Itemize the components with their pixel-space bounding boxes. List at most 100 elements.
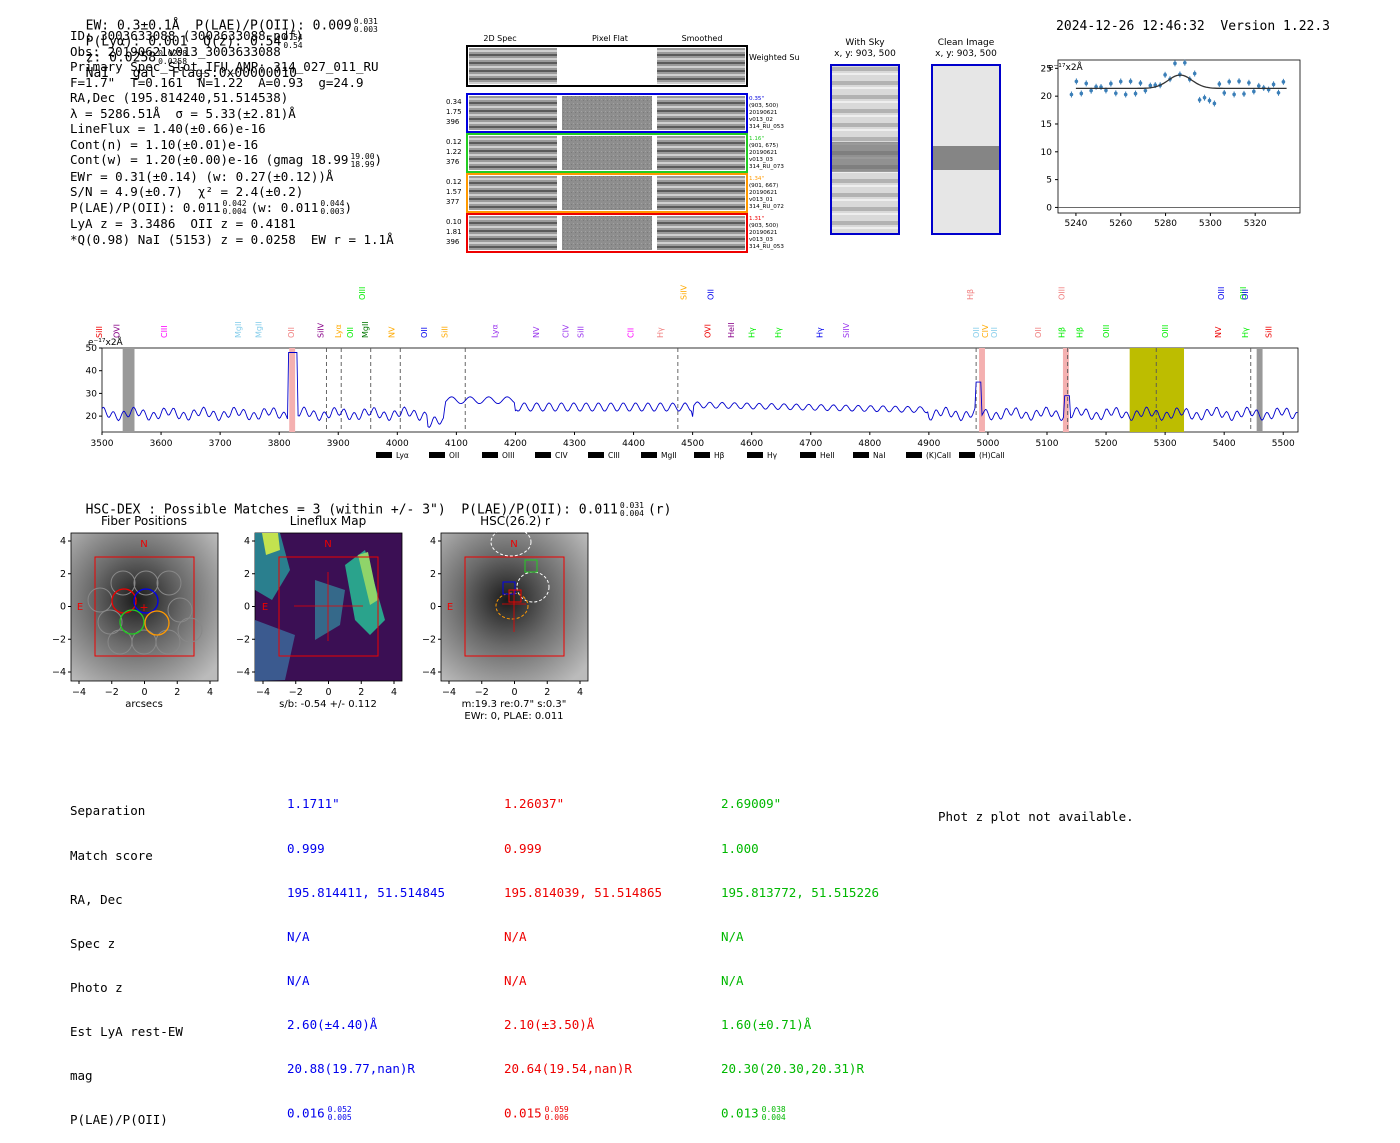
cutout-row-meta: v013_01 <box>749 197 773 203</box>
panel3-north: N <box>510 539 517 550</box>
spec-line-label: OII <box>346 327 355 338</box>
m3-plae-lo: 0.004 <box>761 1113 786 1123</box>
clean-image-coords: x, y: 903, 500 <box>935 49 997 59</box>
zoom-datapoint <box>1079 91 1084 96</box>
lineflux-aperture-box <box>278 556 379 657</box>
header-datetime-block: 2024-12-26 12:46:32 Version 1.22.3 <box>1040 4 1330 34</box>
imaging-panels: Fiber Positions Lineflux Map HSC(26.2) r… <box>52 514 589 722</box>
spec-xtick-label: 4700 <box>799 439 822 449</box>
cutout-row-stat: 396 <box>446 238 460 246</box>
panel-ytick-label: −2 <box>422 634 436 645</box>
zoom-datapoint <box>1148 83 1153 88</box>
info-contw: Cont(w) = 1.20(±0.00)e-16 (gmag 18.99 19.… <box>70 151 383 169</box>
panel1-title: Fiber Positions <box>101 514 187 528</box>
info-contw-text: Cont(w) = 1.20(±0.00)e-16 (gmag 18.99 <box>70 152 349 167</box>
spec-line-label: SiII <box>576 326 585 338</box>
spec-unit: e⁻¹⁷x2Å <box>88 336 124 348</box>
spec-line-label: CIV <box>562 324 571 338</box>
cutout-row-stat: 377 <box>446 198 459 206</box>
cutout-row-meta: (903, 500) <box>749 103 778 109</box>
panel-xtick-label: −4 <box>256 687 270 698</box>
cutout-flat <box>562 136 652 170</box>
spec-line-label: Hγ <box>748 327 757 338</box>
spec-xtick-label: 4200 <box>504 439 527 449</box>
clean-image-title: Clean Image x, y: 903, 500 <box>928 38 1004 60</box>
info-radec: RA,Dec (195.814240,51.514538) <box>70 90 289 105</box>
panel-ytick-label: 4 <box>244 536 250 547</box>
info-plae-text: P(LAE)/P(OII): 0.011 <box>70 199 221 215</box>
cutout-flat <box>562 216 652 250</box>
info-plae-hi: 0.042 <box>222 199 247 208</box>
hsc-r-image <box>440 532 589 682</box>
zoom-datapoint <box>1217 82 1222 86</box>
cutout-smooth <box>657 96 745 130</box>
cutout-row-meta: 314_RU_053 <box>749 244 784 250</box>
hsc-band: (r) <box>647 502 672 518</box>
panel-ytick-label: 0 <box>430 602 436 613</box>
zoom-ytick-label: 5 <box>1046 176 1052 186</box>
panel-xtick-label: −4 <box>442 687 456 698</box>
zoom-axes <box>1057 59 1301 214</box>
panel2-north: N <box>324 539 331 550</box>
spec-line-label: SiIV <box>842 322 851 338</box>
info-redshifts: LyA z = 3.3486 OII z = 0.4181 <box>70 216 296 231</box>
zoom-ytick-label: 20 <box>1041 92 1053 102</box>
hsc-match-green <box>524 559 538 573</box>
zoom-xtick-label: 5320 <box>1244 219 1267 229</box>
spec-legend-swatch <box>588 452 604 458</box>
spec-legend-label: MgII <box>661 451 677 460</box>
cutout-row-meta: (903, 500) <box>749 223 778 229</box>
cutout-row-meta: 20190621 <box>749 150 778 156</box>
zoom-datapoint <box>1242 92 1246 96</box>
spec-legend-label: CIV <box>555 451 568 460</box>
weighted-sum-label: Weighted Sum <box>749 53 800 62</box>
m3-score: 1.000 <box>721 840 759 856</box>
cutout-row-meta: 1.16" <box>749 136 764 142</box>
m3-mag: 20.30(20.30,20.31)R <box>721 1061 864 1077</box>
panel-xtick-label: 0 <box>325 687 331 698</box>
info-gmag-lo: 18.99 <box>350 159 375 169</box>
spec-line-label: OII <box>287 327 296 338</box>
clean-band <box>933 146 999 170</box>
clean-image-title-text: Clean Image <box>937 38 995 48</box>
spec-line-label-top: OIII <box>358 287 367 300</box>
m1-plae-lo: 0.005 <box>327 1113 352 1123</box>
spec-line-label: OII <box>972 327 981 338</box>
cutout-row-stat: 1.57 <box>446 188 462 196</box>
spec-legend-swatch <box>482 452 498 458</box>
row-label-photoz: Photo z <box>70 979 123 995</box>
row-label-separation: Separation <box>70 803 146 819</box>
panel1-east: E <box>77 602 83 613</box>
spec-legend-label: CIII <box>608 451 620 460</box>
spec-line-label: SiII <box>441 326 450 338</box>
spec-band-oiii <box>1062 348 1069 432</box>
cutout-row-meta: 314_RU_072 <box>749 204 784 210</box>
zoom-datapoint <box>1104 88 1108 93</box>
zoom-datapoint <box>1271 82 1276 87</box>
cutout-row-meta: (901, 667) <box>749 183 778 189</box>
spec-legend-label: Hβ <box>714 451 725 460</box>
cutout-2d <box>469 96 557 130</box>
header-plae-hi: 0.031 <box>353 17 378 26</box>
spec-mask-right <box>1256 348 1263 432</box>
detection-info: ID: 3003633088 (3003633088.pdf) Obs: 201… <box>70 28 394 247</box>
info-ewr: EWr = 0.31(±0.14) (w: 0.27(±0.12))Å <box>70 168 334 184</box>
panel-xtick-label: −4 <box>72 687 86 698</box>
m1-separation: 1.1711" <box>287 796 340 812</box>
cutout-row-meta: 1.31" <box>749 216 764 222</box>
spec-legend-label: NaI <box>873 451 885 460</box>
fiber-aperture-box <box>94 556 195 657</box>
match-table-labels: Separation Match score RA, Dec Spec z Ph… <box>70 775 183 1143</box>
lineflux-blob-6 <box>315 580 345 640</box>
zoom-datapoint <box>1232 92 1236 97</box>
zoom-ytick-label: 15 <box>1041 120 1052 130</box>
match-column-3: 2.69009" 1.000 195.813772, 51.515226 N/A… <box>721 768 879 1137</box>
m1-plae-val: 0.016 <box>287 1105 325 1121</box>
m1-ew: 2.60(±4.40)Å <box>287 1016 378 1032</box>
zoom-datapoint <box>1207 98 1212 103</box>
cutout-row-stat: 1.81 <box>446 228 462 236</box>
info-quality: *Q(0.98) NaI (5153) z = 0.0258 EW r = 1.… <box>70 231 394 247</box>
m3-photoz: N/A <box>721 972 744 988</box>
with-sky-title: With Sky x, y: 903, 500 <box>830 38 900 60</box>
spec-line-label: OIII <box>1161 325 1170 338</box>
